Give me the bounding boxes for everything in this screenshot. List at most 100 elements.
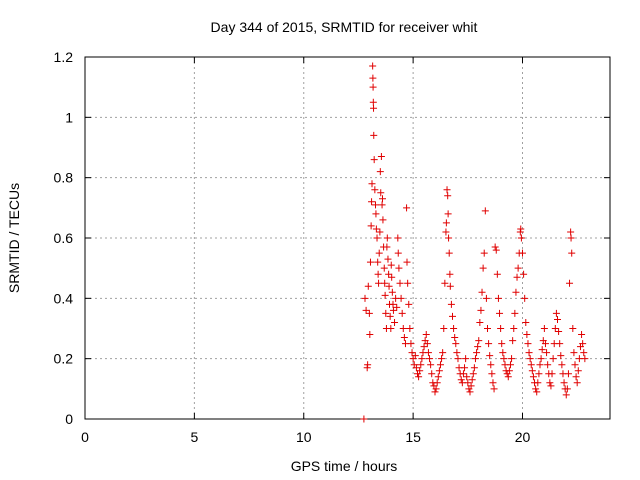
data-point xyxy=(540,325,548,332)
data-point xyxy=(526,355,534,363)
data-point xyxy=(560,379,568,387)
data-point xyxy=(395,264,403,272)
data-point xyxy=(476,318,484,326)
data-point xyxy=(489,379,497,387)
data-point xyxy=(459,370,467,378)
data-point xyxy=(366,331,374,339)
y-tick-label: 0.8 xyxy=(54,170,74,186)
data-point xyxy=(416,367,424,375)
chart-title: Day 344 of 2015, SRMTID for receiver whi… xyxy=(211,19,478,35)
data-point xyxy=(470,364,478,372)
data-point xyxy=(403,258,411,266)
data-point xyxy=(375,249,383,257)
data-point xyxy=(385,270,393,278)
data-point xyxy=(506,361,514,369)
data-point xyxy=(490,385,498,393)
data-point xyxy=(383,234,391,242)
data-point xyxy=(377,153,385,161)
data-point xyxy=(523,331,531,339)
data-point xyxy=(439,349,447,357)
data-point xyxy=(394,234,402,242)
data-point xyxy=(389,306,397,314)
data-point xyxy=(369,74,377,82)
data-point xyxy=(388,273,396,281)
data-point xyxy=(444,210,452,218)
data-point xyxy=(492,246,500,254)
data-point xyxy=(387,325,395,332)
data-point xyxy=(571,361,579,369)
data-point xyxy=(372,210,380,218)
data-point xyxy=(574,367,582,375)
data-point xyxy=(369,62,377,70)
data-point xyxy=(379,216,387,224)
data-point xyxy=(509,337,517,345)
data-point xyxy=(372,201,379,209)
data-point xyxy=(461,364,469,372)
data-point xyxy=(380,264,388,272)
data-point xyxy=(486,352,494,360)
data-point xyxy=(468,376,476,384)
data-point xyxy=(449,312,456,320)
data-point xyxy=(497,325,505,332)
data-point xyxy=(432,385,440,393)
data-point xyxy=(538,346,546,354)
y-tick-label: 0.2 xyxy=(54,351,74,367)
data-point xyxy=(431,388,439,396)
data-point xyxy=(457,376,465,384)
data-point xyxy=(446,270,454,278)
data-point xyxy=(403,204,411,212)
data-point xyxy=(481,207,489,215)
data-point xyxy=(498,340,506,348)
data-point xyxy=(445,249,453,257)
data-point xyxy=(529,373,537,381)
data-point xyxy=(412,364,420,372)
data-point xyxy=(400,334,408,342)
data-point xyxy=(438,355,446,363)
data-point xyxy=(367,222,375,230)
data-point xyxy=(558,361,566,369)
data-point xyxy=(569,325,577,332)
data-point xyxy=(374,270,382,278)
data-point xyxy=(382,309,390,317)
data-point xyxy=(375,279,383,287)
data-point xyxy=(552,309,560,317)
data-point xyxy=(469,370,477,378)
y-tick-label: 0.6 xyxy=(54,230,74,246)
data-point xyxy=(361,294,369,302)
x-tick-label: 5 xyxy=(190,429,198,445)
data-point xyxy=(444,192,452,200)
data-point xyxy=(475,337,483,345)
data-point xyxy=(364,361,372,369)
axis-ticks: 0 5 10 15 20 0 0.2 0.4 0.6 0.8 1 1.2 xyxy=(54,49,610,445)
data-point xyxy=(541,340,549,348)
x-tick-label: 15 xyxy=(405,429,421,445)
data-point xyxy=(568,249,576,257)
data-point xyxy=(372,225,380,233)
data-point xyxy=(573,379,581,387)
y-tick-label: 1.2 xyxy=(54,49,74,65)
data-point xyxy=(371,186,379,194)
data-point xyxy=(376,168,384,176)
data-point xyxy=(404,279,412,287)
data-point xyxy=(564,370,572,378)
data-point xyxy=(397,294,405,302)
data-point xyxy=(368,180,376,188)
data-point xyxy=(513,273,521,281)
data-point xyxy=(398,309,406,317)
y-tick-label: 1 xyxy=(65,109,73,125)
data-point xyxy=(554,315,561,323)
data-point xyxy=(453,349,461,357)
data-point xyxy=(578,331,586,339)
data-point xyxy=(411,352,419,360)
data-point xyxy=(548,370,556,378)
data-point xyxy=(570,349,578,357)
data-point xyxy=(394,249,402,257)
data-point xyxy=(389,300,397,308)
data-point xyxy=(536,361,544,369)
data-point xyxy=(563,385,571,393)
data-point xyxy=(434,373,442,381)
data-point xyxy=(418,355,426,363)
data-point xyxy=(373,234,381,242)
